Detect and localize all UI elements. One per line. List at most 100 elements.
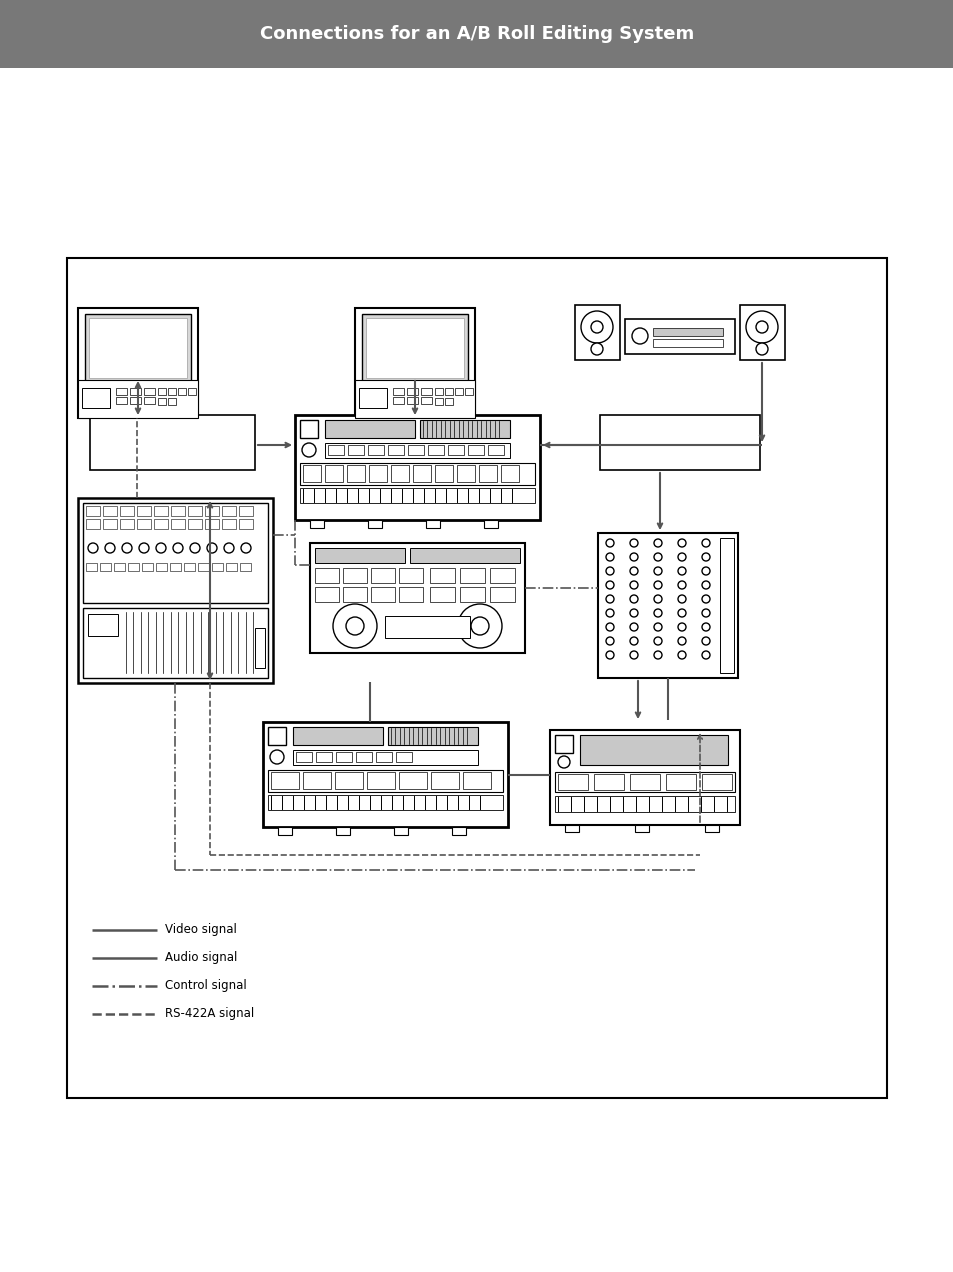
Bar — [468, 445, 483, 455]
Bar — [310, 520, 324, 528]
Circle shape — [701, 623, 709, 631]
Circle shape — [629, 595, 638, 603]
Circle shape — [654, 553, 661, 561]
Bar — [375, 752, 392, 762]
Circle shape — [88, 543, 98, 553]
Bar — [89, 318, 187, 378]
Circle shape — [629, 581, 638, 589]
Bar — [558, 773, 587, 790]
Circle shape — [678, 553, 685, 561]
Circle shape — [654, 637, 661, 645]
Circle shape — [629, 637, 638, 645]
Bar — [564, 826, 578, 832]
Bar — [78, 308, 198, 418]
Bar — [263, 722, 507, 827]
Bar — [137, 519, 151, 529]
Bar — [310, 543, 524, 653]
Bar — [435, 398, 442, 404]
Bar — [704, 826, 719, 832]
Bar — [413, 466, 431, 482]
Circle shape — [629, 567, 638, 575]
Circle shape — [605, 595, 614, 603]
Circle shape — [590, 343, 602, 355]
Circle shape — [224, 543, 233, 553]
Bar — [293, 750, 477, 764]
Bar — [393, 397, 403, 404]
Bar — [456, 466, 475, 482]
Circle shape — [558, 756, 569, 768]
Bar — [188, 388, 195, 396]
Bar — [393, 388, 403, 396]
Bar — [575, 305, 619, 360]
Bar — [391, 466, 409, 482]
Circle shape — [605, 553, 614, 561]
Bar — [371, 569, 395, 583]
Bar — [701, 773, 731, 790]
Bar — [388, 445, 403, 455]
Bar — [168, 388, 175, 396]
Circle shape — [241, 543, 251, 553]
Bar — [86, 506, 100, 516]
Bar — [144, 388, 154, 396]
Bar — [254, 628, 265, 668]
Bar — [100, 563, 111, 571]
Bar — [78, 499, 273, 683]
Bar — [188, 519, 202, 529]
Circle shape — [629, 623, 638, 631]
Bar — [90, 415, 254, 469]
Circle shape — [629, 539, 638, 547]
Circle shape — [654, 623, 661, 631]
Bar — [358, 388, 387, 408]
Bar — [420, 388, 432, 396]
Bar — [335, 752, 352, 762]
Bar — [452, 827, 465, 834]
Bar — [367, 772, 395, 789]
Bar — [222, 506, 235, 516]
Bar — [408, 445, 423, 455]
Bar — [83, 502, 268, 603]
Bar — [555, 772, 734, 792]
Bar — [388, 728, 477, 745]
Bar — [158, 398, 166, 404]
Bar — [271, 772, 298, 789]
Bar — [366, 318, 463, 378]
Bar — [419, 420, 510, 438]
Bar — [594, 773, 623, 790]
Circle shape — [654, 567, 661, 575]
Circle shape — [605, 609, 614, 617]
Bar — [314, 569, 338, 583]
Circle shape — [701, 581, 709, 589]
Circle shape — [745, 310, 778, 343]
Circle shape — [139, 543, 149, 553]
Bar — [398, 569, 422, 583]
Circle shape — [654, 651, 661, 659]
Bar — [0, 0, 953, 67]
Bar — [348, 445, 364, 455]
Bar — [490, 586, 515, 602]
Bar — [153, 506, 168, 516]
Bar — [478, 466, 497, 482]
Circle shape — [701, 609, 709, 617]
Bar — [398, 772, 427, 789]
Bar — [385, 616, 470, 639]
Bar — [428, 445, 443, 455]
Bar — [277, 827, 292, 834]
Bar — [294, 415, 539, 520]
Bar — [448, 445, 463, 455]
Bar — [635, 826, 648, 832]
Bar — [361, 314, 468, 382]
Bar — [490, 569, 515, 583]
Bar — [120, 519, 133, 529]
Circle shape — [701, 637, 709, 645]
Bar — [629, 773, 659, 790]
Bar — [295, 752, 312, 762]
Bar — [178, 388, 186, 396]
Bar — [407, 388, 417, 396]
Bar — [368, 520, 381, 528]
Bar — [355, 752, 372, 762]
Bar — [355, 380, 475, 418]
Bar — [212, 563, 223, 571]
Circle shape — [678, 595, 685, 603]
Bar — [240, 563, 251, 571]
Bar — [86, 563, 97, 571]
